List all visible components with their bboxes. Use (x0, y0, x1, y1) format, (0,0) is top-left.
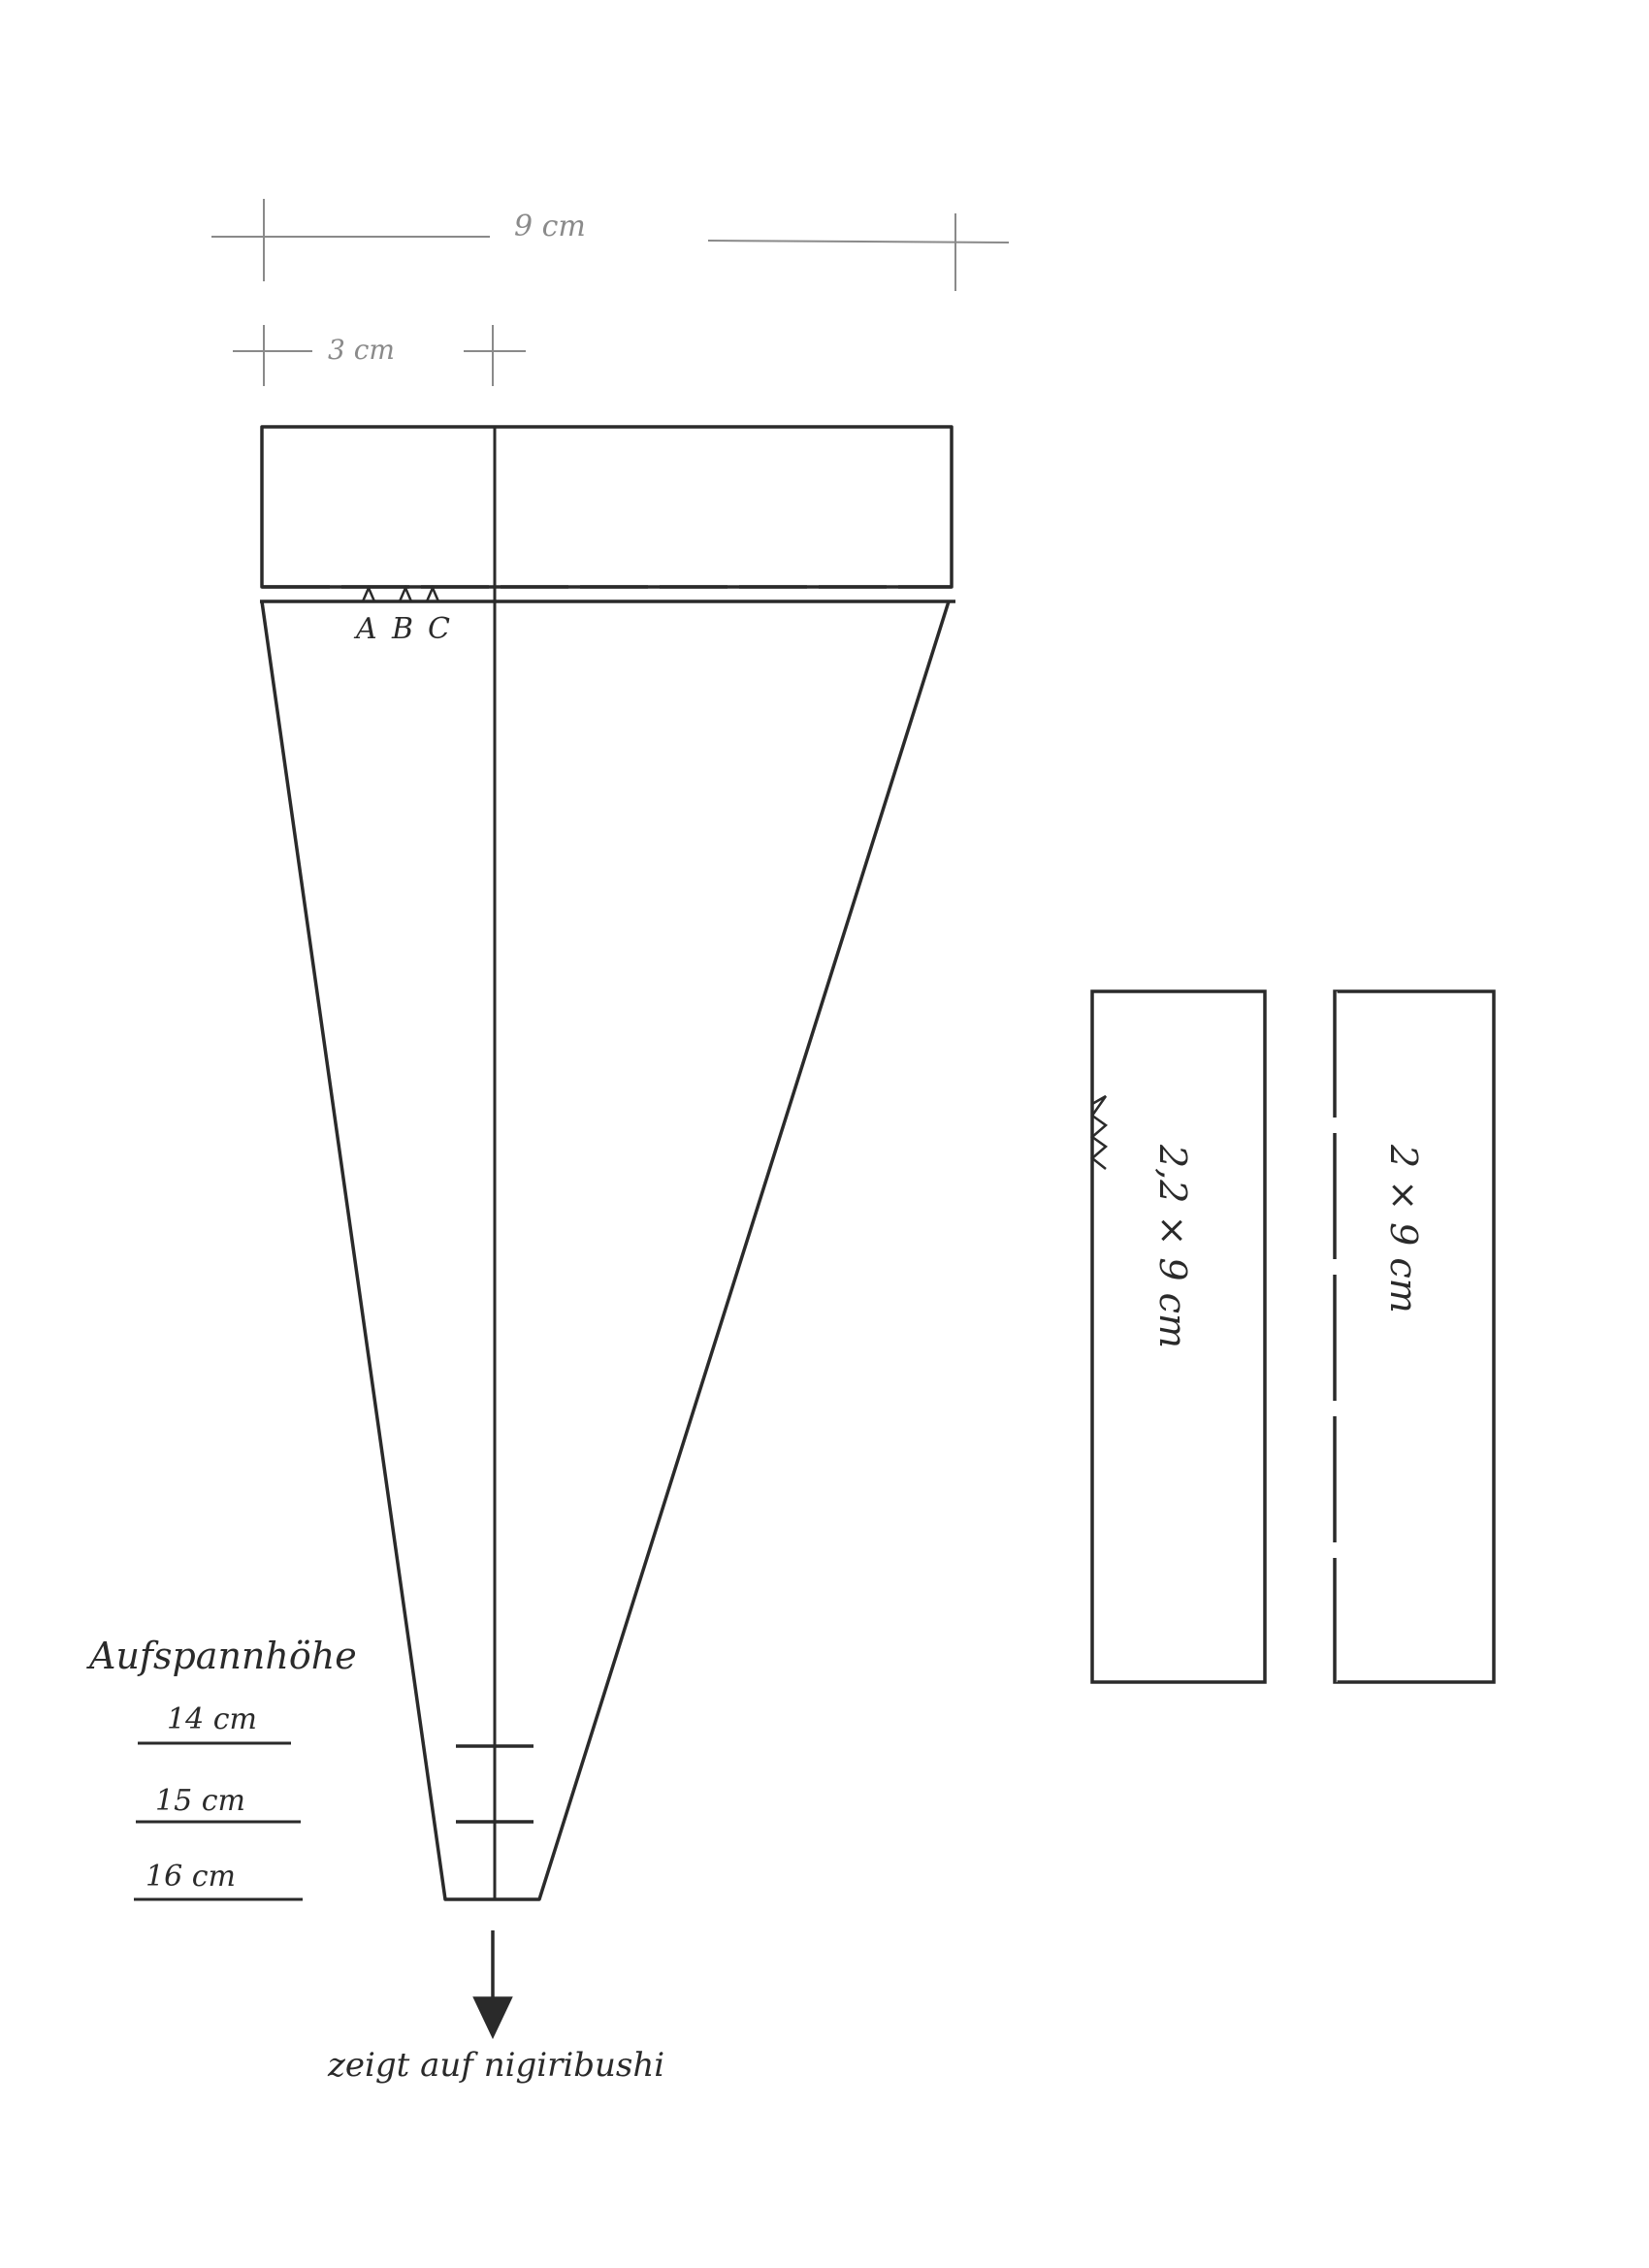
height-title: Aufspannhöhe (86, 1635, 357, 1677)
strip-1-label: 2,2 × 9 cm (1151, 1144, 1194, 1348)
dimension-top-width (233, 325, 526, 386)
main-pattern (260, 425, 955, 1901)
strip-1 (1089, 989, 1267, 1684)
height-option-16: 16 cm (146, 1860, 236, 1894)
notch-markers (361, 584, 440, 602)
height-option-15: 15 cm (155, 1784, 245, 1818)
pointer-arrow (472, 1930, 513, 2040)
strip-2 (1332, 989, 1496, 1684)
strip-2-label: 2 × 9 cm (1382, 1144, 1425, 1313)
dimension-top-width-label: 3 cm (328, 334, 395, 366)
dimension-total-width (211, 199, 1010, 291)
marker-b: B (391, 612, 413, 646)
pointer-note: zeigt auf nigiribushi (327, 2046, 664, 2085)
height-option-14: 14 cm (167, 1702, 257, 1736)
marker-c: C (428, 612, 450, 646)
marker-a: A (353, 612, 377, 646)
dimension-total-width-label: 9 cm (514, 210, 586, 243)
